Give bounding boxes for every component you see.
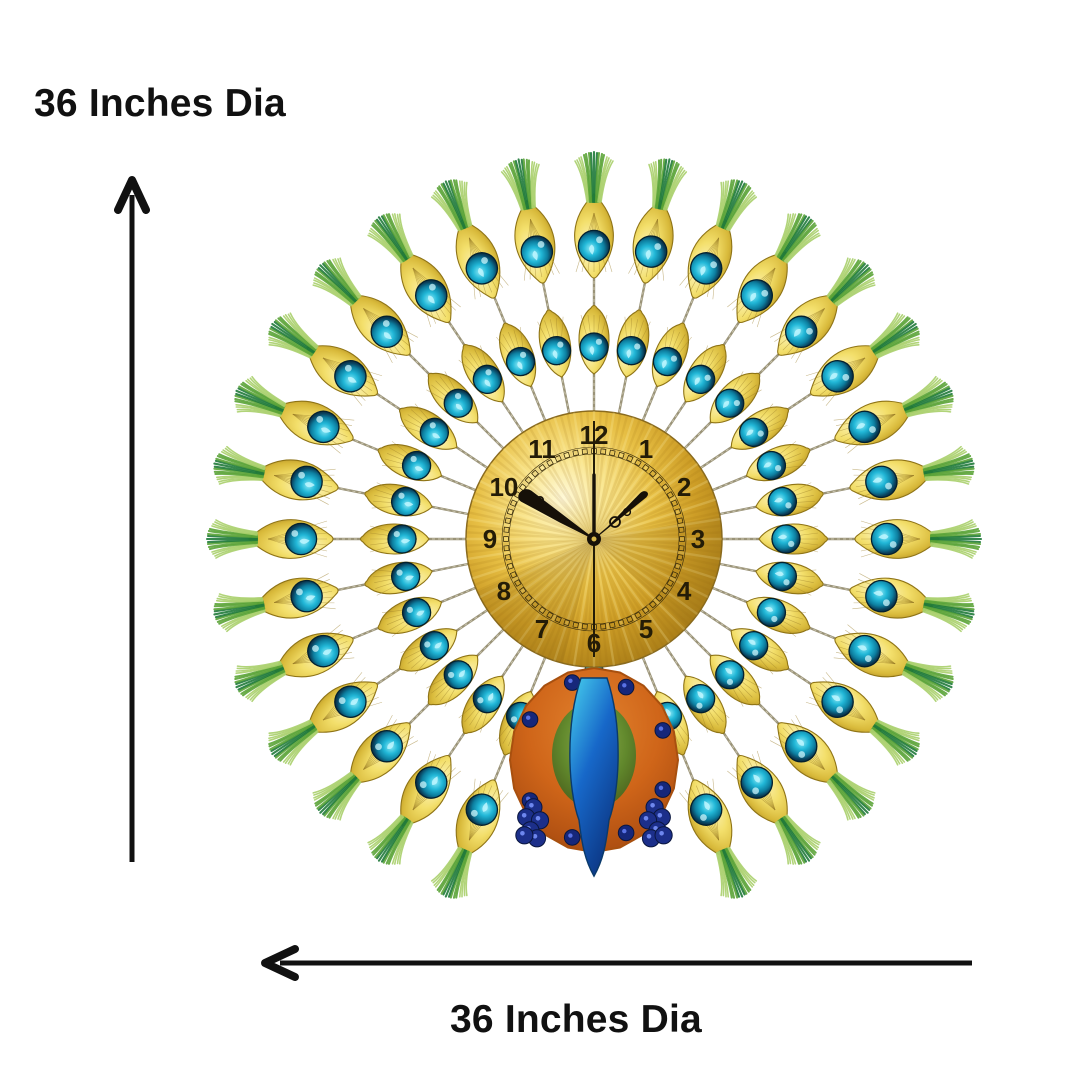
svg-text:10: 10 <box>489 472 518 502</box>
svg-text:4: 4 <box>677 576 692 606</box>
svg-text:1: 1 <box>639 434 653 464</box>
svg-text:3: 3 <box>691 524 705 554</box>
svg-text:7: 7 <box>535 614 549 644</box>
svg-text:5: 5 <box>639 614 653 644</box>
svg-text:11: 11 <box>528 434 556 464</box>
svg-text:9: 9 <box>483 524 497 554</box>
svg-text:8: 8 <box>497 576 511 606</box>
svg-text:2: 2 <box>677 472 691 502</box>
